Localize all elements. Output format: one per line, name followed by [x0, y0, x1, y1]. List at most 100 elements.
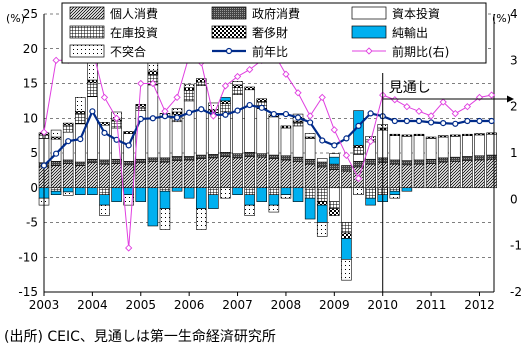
bar-segment-dense	[292, 156, 304, 162]
bar-segment-checker	[195, 78, 207, 83]
x-tick-label: 2009	[319, 298, 350, 312]
bar-segment-cyan	[99, 194, 110, 206]
bar-segment-dense	[123, 161, 134, 166]
legend-label: 在庫投資	[110, 25, 158, 40]
bar-segment-diag	[341, 170, 352, 189]
bar-segment-grid	[208, 187, 219, 195]
x-tick-label: 2005	[126, 298, 157, 312]
qoq-point	[342, 151, 351, 159]
bar-segment-grid	[50, 187, 62, 192]
bar-segment-white	[256, 108, 268, 154]
qoq-point	[100, 93, 109, 102]
y-right-tick-label: 0	[510, 192, 518, 206]
bar-segment-checker	[450, 134, 461, 137]
bar-segment-dots	[220, 187, 231, 199]
bar-segment-checker	[341, 232, 352, 239]
bar-segment-white	[341, 187, 352, 223]
qoq-point	[173, 93, 181, 102]
yoy-point	[222, 111, 229, 118]
bar-segment-checker	[280, 125, 292, 129]
bar-segment-checker	[220, 100, 231, 104]
bar-segment-cyan	[329, 156, 340, 165]
bar-segment-white	[316, 158, 328, 163]
y-right-tick-label: 3	[510, 53, 518, 67]
bar-segment-checker	[75, 111, 86, 114]
bar-segment-grid	[304, 187, 316, 199]
bar-segment-dots	[280, 194, 292, 199]
qoq-point	[451, 109, 459, 118]
bar-segment-cyan	[75, 187, 86, 195]
qoq-point	[161, 107, 169, 115]
yoy-point	[186, 109, 193, 116]
bar-segment-dots	[389, 194, 401, 199]
qoq-point	[366, 137, 375, 146]
y-left-tick-label: 5	[30, 146, 38, 160]
bar-segment-dense	[244, 152, 255, 157]
bar-segment-dense	[75, 161, 86, 166]
bar-segment-dots	[341, 259, 352, 281]
yoy-point	[331, 142, 338, 149]
bar-segment-grid	[316, 187, 328, 202]
bar-segment-dots	[159, 208, 171, 230]
bar-segment-checker	[425, 136, 437, 139]
qoq-point	[487, 91, 496, 99]
bar-segment-dense	[413, 159, 425, 165]
legend-swatch-white	[351, 6, 387, 20]
bar-segment-dense	[316, 161, 328, 168]
y-left-tick-label: 25	[23, 7, 38, 21]
legend-label: 純輸出	[392, 25, 428, 40]
bar-segment-dense	[401, 160, 413, 166]
bar-segment-dense	[147, 157, 159, 162]
bar-segment-checker	[183, 87, 195, 91]
bar-segment-diag	[183, 159, 195, 189]
bar-segment-dots	[268, 204, 280, 213]
bar-segment-cyan	[147, 187, 159, 227]
bar-segment-cyan	[135, 187, 147, 202]
bar-segment-dots	[99, 204, 110, 216]
x-tick-label: 2012	[464, 298, 495, 312]
bar-segment-white	[450, 136, 461, 158]
legend-swatch-cyan	[351, 25, 387, 39]
bar-segment-checker	[256, 98, 268, 102]
bar-segment-dense	[280, 155, 292, 161]
bar-segment-diag	[50, 165, 62, 189]
bar-segment-white	[304, 138, 316, 160]
bar-segment-diag	[62, 163, 74, 189]
bar-segment-dots	[232, 81, 243, 86]
y-right-tick-label: 4	[510, 7, 518, 21]
bar-segment-dense	[195, 154, 207, 159]
bar-segment-white	[486, 133, 497, 156]
bar-segment-cyan	[232, 187, 243, 195]
bar-segment-grid	[292, 122, 304, 127]
yoy-point	[367, 110, 374, 117]
yoy-point	[319, 137, 326, 144]
bar-segment-grid	[183, 90, 195, 102]
qoq-point	[52, 56, 60, 64]
bar-segment-dense	[353, 161, 364, 168]
x-tick-label: 2006	[174, 298, 205, 312]
yoy-point	[307, 119, 314, 126]
yoy-point	[89, 108, 96, 115]
legend-marker-qoq	[365, 47, 373, 55]
x-axis-ticks: 2003 2004 2005 2006 2007 2008 2009 2010 2011 2012	[29, 298, 495, 312]
bar-segment-diag	[244, 156, 255, 189]
bar-segment-grid	[365, 187, 376, 199]
bar-segment-cyan	[268, 194, 280, 206]
bar-segment-dense	[159, 157, 171, 163]
bar-segment-dense	[341, 165, 352, 172]
yoy-line	[43, 103, 492, 167]
bar-segment-white	[462, 135, 473, 157]
legend-label: 前期比(右)	[392, 44, 449, 59]
y-right-tick-label: 1	[510, 146, 518, 160]
bar-segment-checker	[474, 133, 485, 136]
bar-segment-dense	[208, 154, 219, 159]
qoq-point	[463, 103, 472, 111]
bar-segment-dense	[87, 158, 98, 164]
bar-segment-dots	[304, 133, 316, 138]
qoq-point	[233, 72, 242, 81]
bar-segment-cyan	[316, 204, 328, 223]
x-tick-label: 2010	[367, 298, 398, 312]
bar-segment-cyan	[365, 197, 376, 206]
bar-segment-diag	[111, 163, 122, 189]
qoq-point	[221, 82, 230, 90]
